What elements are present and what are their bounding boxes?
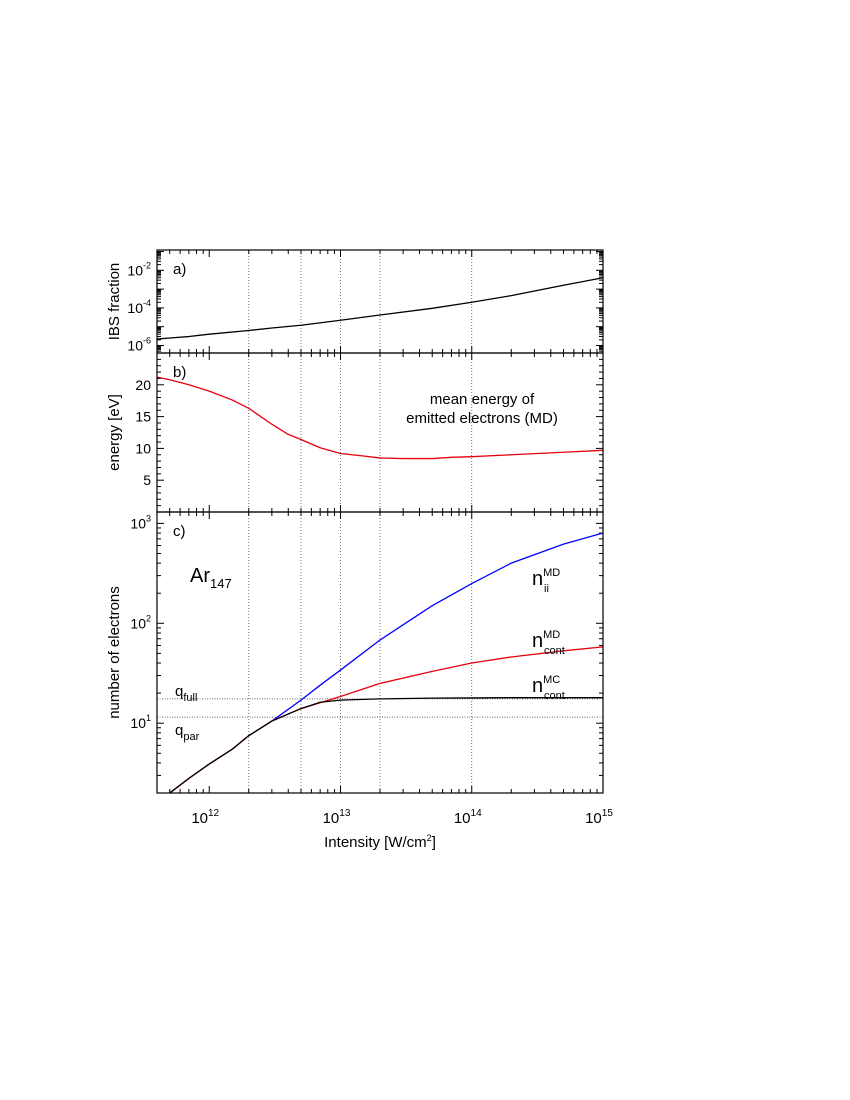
y-tick-label: 15 xyxy=(135,409,151,425)
panel-frame xyxy=(156,511,604,794)
y-tick-label: 10-4 xyxy=(127,298,151,316)
x-axis-label: Intensity [W/cm2] xyxy=(324,833,436,851)
panel-a: 10-6 10-4 10-2 a) IBS fraction xyxy=(106,249,604,354)
annotation-text: mean energy of xyxy=(430,391,535,408)
y-tick-label: 101 xyxy=(130,713,151,731)
y-axis-label: energy [eV] xyxy=(106,394,123,471)
panels-layer: 10-6 10-4 10-2 a) IBS fraction 5 10 15 20 mean en… xyxy=(106,249,604,794)
reference-line-label: qfull xyxy=(175,683,197,704)
series-line xyxy=(156,277,604,340)
x-tick-label: 1015 xyxy=(585,808,613,827)
y-tick-label: 102 xyxy=(130,613,151,631)
panel-label: b) xyxy=(173,364,186,381)
reference-line-label: qpar xyxy=(175,722,200,743)
series-label: nMD ii xyxy=(532,567,560,595)
x-axis: Intensity [W/cm2] 1012 1013 1014 1015 xyxy=(191,808,613,851)
y-tick-label: 103 xyxy=(130,513,151,531)
y-tick-label: 10-2 xyxy=(127,260,151,278)
cluster-label: Ar147 xyxy=(190,565,232,591)
y-tick-label: 10-6 xyxy=(127,336,151,354)
y-tick-label: 5 xyxy=(143,472,151,488)
annotation-text: emitted electrons (MD) xyxy=(406,410,558,427)
series-label: nMC cont xyxy=(532,674,565,702)
series-line xyxy=(169,697,603,794)
panel-label: a) xyxy=(173,261,186,278)
panel-label: c) xyxy=(173,523,186,540)
y-tick-label: 10 xyxy=(135,440,151,456)
x-tick-label: 1013 xyxy=(323,808,351,827)
x-tick-label: 1012 xyxy=(191,808,219,827)
series-label: nMD cont xyxy=(532,629,565,657)
y-tick-label: 20 xyxy=(135,377,151,393)
series-line xyxy=(169,646,604,794)
x-tick-label: 1014 xyxy=(454,808,482,827)
y-axis-label: number of electrons xyxy=(106,586,123,719)
panel-b: 5 10 15 20 mean energy of emitted electrons (… xyxy=(106,352,604,513)
y-axis-label: IBS fraction xyxy=(106,263,123,341)
series-line xyxy=(156,376,604,460)
panel-c: 101 102 103 qfull qpar nMD ii nMD cont nMC cont Ar1… xyxy=(106,511,604,794)
